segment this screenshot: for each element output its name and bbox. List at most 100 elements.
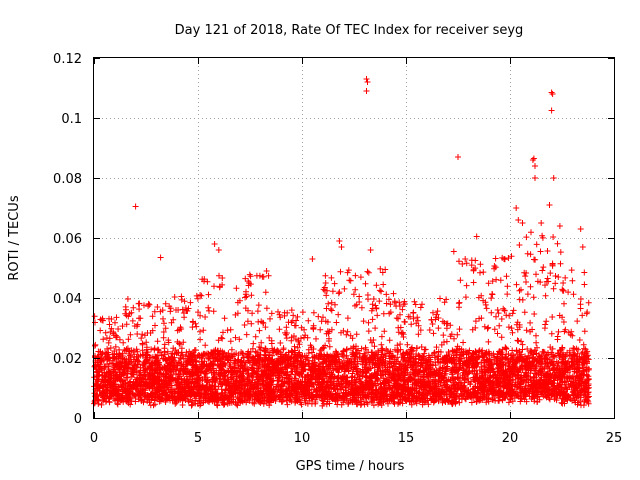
data-point <box>108 360 115 367</box>
data-point <box>179 395 186 402</box>
data-point <box>91 342 98 349</box>
data-point <box>127 401 134 408</box>
data-point <box>130 349 137 356</box>
data-point <box>185 305 192 312</box>
data-point <box>134 321 141 328</box>
data-point <box>404 341 411 348</box>
data-point <box>494 330 501 337</box>
data-point <box>154 395 161 402</box>
data-point <box>454 331 461 338</box>
data-point <box>193 323 200 330</box>
data-point <box>166 389 173 396</box>
data-point <box>352 272 359 279</box>
data-point <box>315 313 322 320</box>
data-point <box>391 298 398 305</box>
data-point <box>412 301 419 308</box>
data-point <box>194 295 201 302</box>
data-point <box>155 387 162 394</box>
data-point <box>353 331 360 338</box>
data-point <box>327 306 334 313</box>
data-point <box>123 312 130 319</box>
data-point <box>386 310 393 317</box>
data-point <box>113 314 120 321</box>
data-point <box>105 366 112 372</box>
data-point <box>139 347 146 354</box>
data-point <box>488 309 495 316</box>
data-point <box>130 304 137 311</box>
data-point <box>159 307 166 314</box>
data-point <box>352 286 359 293</box>
data-point <box>187 299 194 306</box>
data-point <box>160 315 166 322</box>
data-point <box>111 366 118 373</box>
data-point <box>115 326 122 332</box>
data-point <box>91 313 98 320</box>
data-point <box>95 372 102 379</box>
data-point <box>133 346 140 353</box>
data-point <box>161 341 168 348</box>
data-point <box>373 282 380 289</box>
data-point <box>108 383 115 390</box>
data-point <box>106 321 113 328</box>
data-point <box>189 388 196 395</box>
data-point <box>189 318 196 325</box>
data-point <box>498 334 505 341</box>
data-point <box>123 388 130 394</box>
data-point <box>336 289 343 296</box>
data-point <box>97 327 104 334</box>
data-point <box>357 274 364 281</box>
data-point <box>172 377 178 384</box>
data-point <box>177 354 184 361</box>
data-point <box>97 361 104 368</box>
data-point <box>341 285 348 292</box>
data-point <box>200 327 207 334</box>
data-point <box>97 348 103 355</box>
data-point <box>124 365 131 372</box>
data-point <box>440 332 447 339</box>
data-point <box>202 342 209 349</box>
data-point <box>410 310 417 316</box>
data-point <box>380 281 387 288</box>
data-point <box>437 295 443 302</box>
data-point <box>169 359 175 366</box>
data-point <box>248 292 255 299</box>
data-point <box>166 375 173 382</box>
data-point <box>135 385 141 392</box>
data-point <box>414 314 421 321</box>
data-point <box>496 322 503 329</box>
data-point <box>104 345 111 352</box>
data-point <box>262 289 269 296</box>
data-point <box>344 328 351 335</box>
data-point <box>137 315 144 322</box>
data-point <box>328 274 335 281</box>
data-point <box>93 381 100 388</box>
data-point <box>358 304 365 311</box>
data-point <box>504 283 511 290</box>
data-point <box>113 351 120 358</box>
data-point <box>429 321 436 327</box>
data-point <box>228 346 235 353</box>
data-point <box>138 335 145 342</box>
data-point <box>241 322 248 328</box>
data-point <box>329 288 336 295</box>
data-point <box>161 383 168 390</box>
data-point <box>180 339 187 346</box>
data-point <box>131 382 138 388</box>
data-point <box>184 357 191 363</box>
data-point <box>197 328 203 335</box>
data-point <box>123 374 130 381</box>
data-point <box>181 389 187 396</box>
data-point <box>106 315 112 322</box>
data-point <box>430 330 437 337</box>
data-point <box>457 277 464 284</box>
data-point <box>177 324 184 331</box>
data-point <box>331 280 338 287</box>
data-point <box>393 315 400 322</box>
data-point <box>114 375 121 382</box>
data-point <box>443 296 450 303</box>
data-point <box>170 345 177 352</box>
data-point <box>148 382 155 389</box>
data-point <box>132 358 139 365</box>
data-point <box>186 353 193 360</box>
data-point <box>140 381 147 387</box>
